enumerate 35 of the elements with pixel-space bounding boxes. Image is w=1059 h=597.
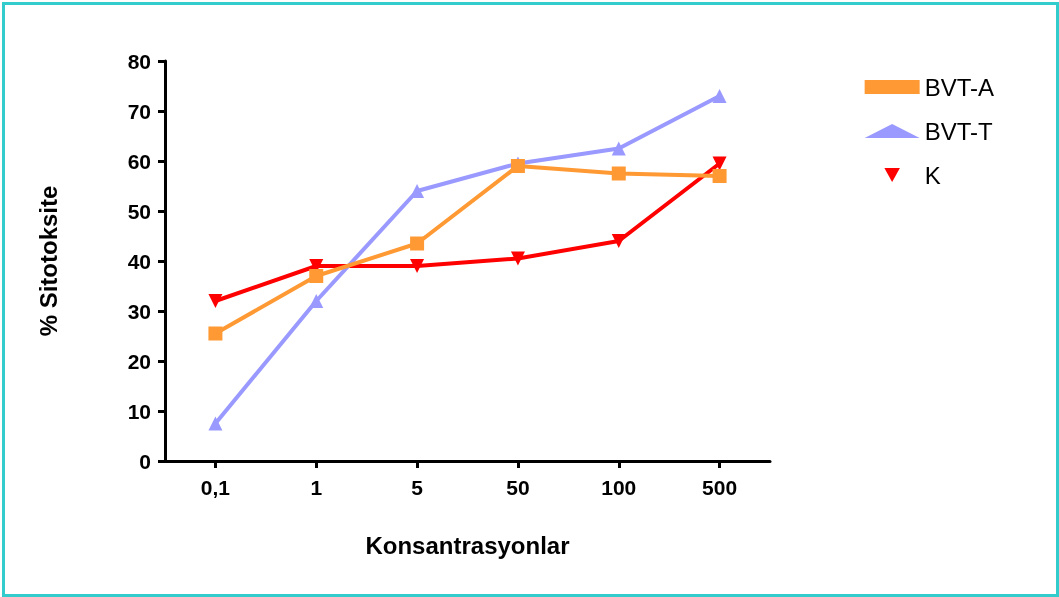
point	[410, 259, 425, 273]
point	[611, 141, 626, 156]
point	[712, 89, 727, 103]
legend-label: BVT-T	[924, 117, 993, 145]
point	[410, 236, 425, 251]
y-tick-label: 60	[127, 149, 151, 173]
x-tick-label: 5	[411, 476, 424, 499]
point	[611, 166, 626, 181]
y-tick-label: 40	[127, 249, 151, 273]
point	[208, 294, 223, 308]
y-axis-title: % Sitotoksite	[34, 185, 62, 337]
x-tick-label: 500	[702, 476, 738, 499]
y-tick-label: 80	[127, 49, 151, 73]
x-tick-label: 1	[310, 476, 323, 499]
point	[712, 156, 727, 171]
point	[208, 416, 223, 431]
point	[712, 169, 727, 183]
y-tick-label: 20	[127, 349, 151, 373]
x-tick-label: 0,1	[200, 476, 231, 499]
x-axis-title: Konsantrasyonlar	[365, 531, 570, 559]
point	[510, 251, 525, 266]
point	[611, 234, 626, 248]
point	[208, 326, 223, 341]
point	[309, 269, 324, 283]
x-tick-label: 50	[506, 476, 530, 499]
y-tick-label: 50	[127, 199, 151, 223]
legend-label: K	[924, 161, 941, 189]
x-tick-label: 100	[601, 476, 637, 499]
y-tick-label: 10	[127, 399, 151, 423]
legend-label: BVT-A	[924, 73, 995, 101]
y-tick-label: 70	[127, 99, 151, 123]
y-tick-label: 30	[127, 299, 151, 323]
point	[410, 184, 425, 198]
y-tick-label: 0	[139, 449, 151, 473]
point	[309, 294, 324, 308]
